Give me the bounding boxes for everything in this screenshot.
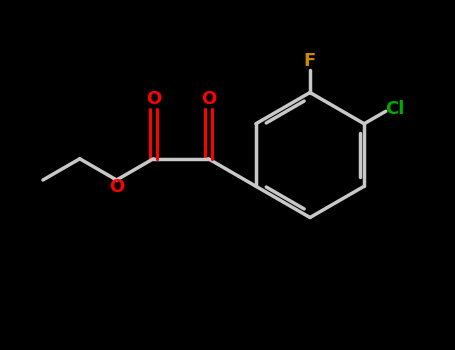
Text: O: O bbox=[201, 90, 216, 108]
Text: O: O bbox=[146, 90, 161, 108]
Text: Cl: Cl bbox=[385, 100, 404, 118]
Text: O: O bbox=[109, 178, 124, 196]
Text: F: F bbox=[303, 52, 315, 70]
